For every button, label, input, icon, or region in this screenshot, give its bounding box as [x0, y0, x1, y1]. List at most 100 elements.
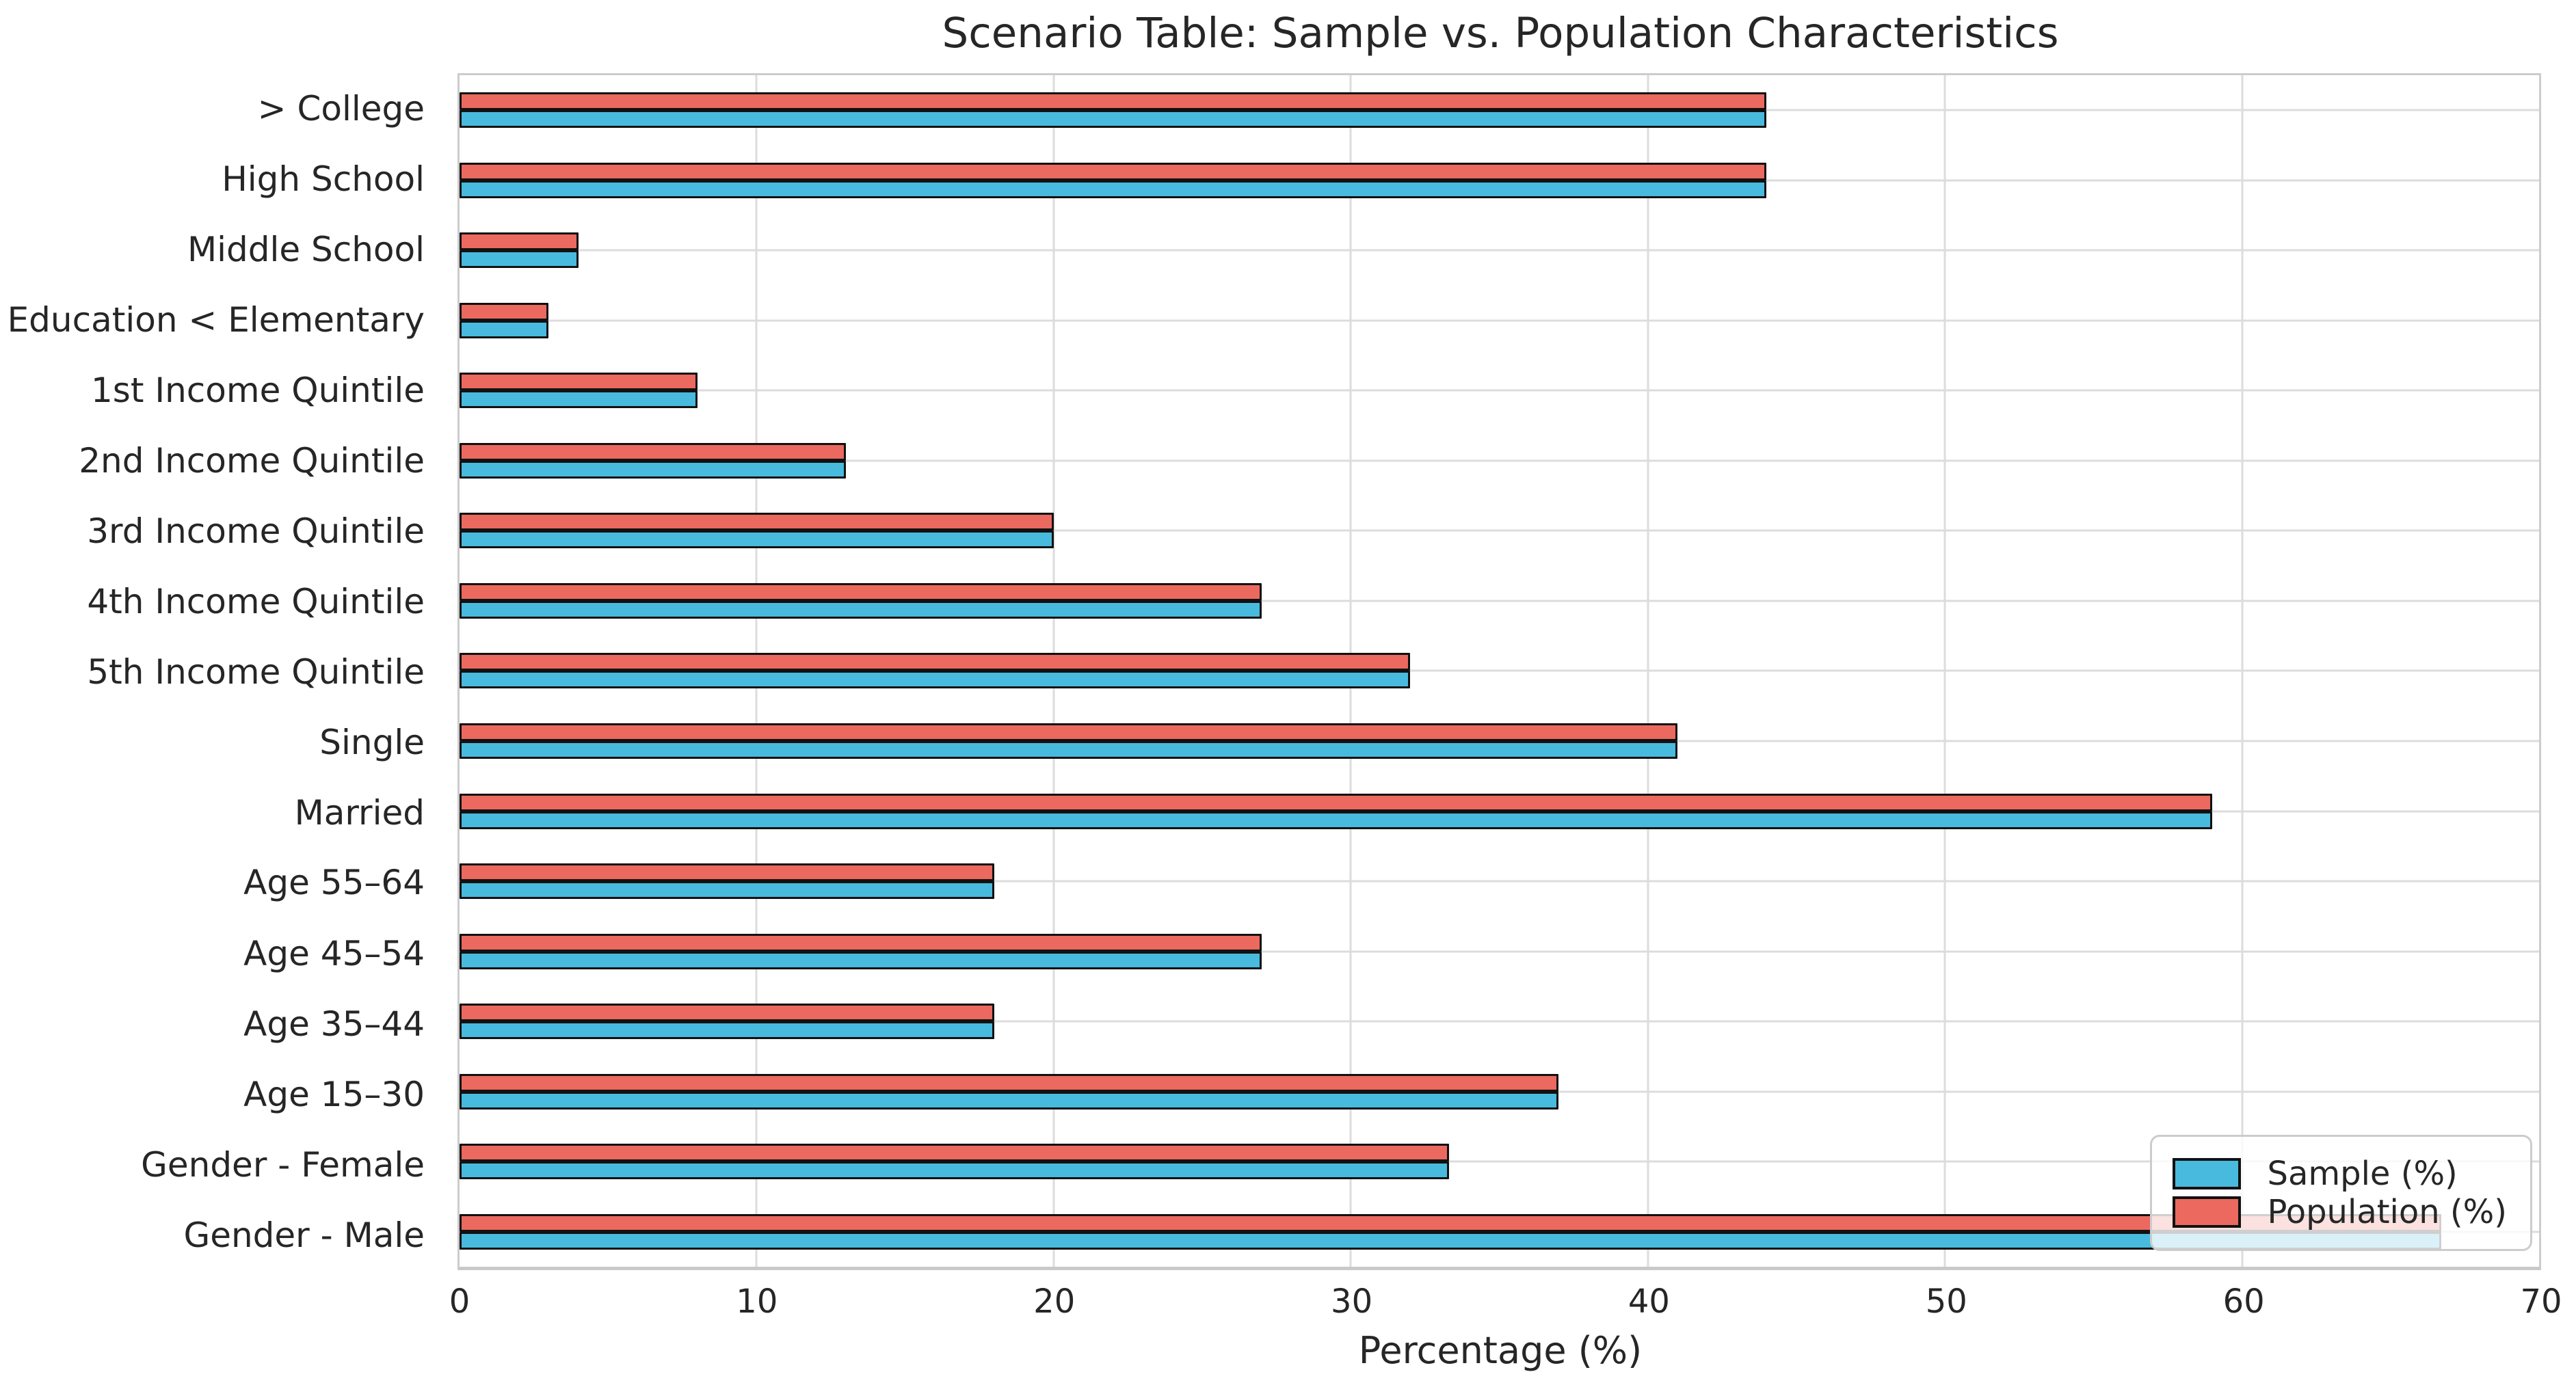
category-row	[460, 706, 2539, 777]
x-tick-label: 60	[2222, 1282, 2265, 1321]
x-tick-label: 0	[449, 1282, 470, 1321]
category-label: 2nd Income Quintile	[79, 440, 425, 481]
bar-population	[460, 863, 994, 882]
bar-sample	[460, 320, 549, 338]
bar-population	[460, 653, 1411, 671]
bar-pair	[460, 933, 2539, 969]
bar-population	[460, 373, 698, 391]
x-tick-label: 20	[1033, 1282, 1076, 1321]
bar-pair	[460, 653, 2539, 689]
bar-population	[460, 442, 846, 461]
bar-sample	[460, 951, 1262, 969]
bar-pair	[460, 232, 2539, 269]
legend: Sample (%) Population (%)	[2150, 1135, 2532, 1251]
bar-pair	[460, 513, 2539, 549]
bar-sample	[460, 110, 1767, 129]
y-gridline	[460, 669, 2539, 672]
legend-swatch	[2173, 1196, 2242, 1228]
category-label: 4th Income Quintile	[87, 581, 425, 621]
bar-pair	[460, 863, 2539, 900]
category-row	[460, 1196, 2539, 1267]
bar-population	[460, 162, 1767, 180]
y-gridline	[460, 880, 2539, 883]
category-row	[460, 776, 2539, 846]
bar-sample	[460, 250, 579, 269]
bar-sample	[460, 881, 994, 900]
y-gridline	[460, 249, 2539, 252]
category-label: 5th Income Quintile	[87, 651, 425, 692]
bar-sample	[460, 671, 1411, 689]
category-row	[460, 1056, 2539, 1127]
category-row	[460, 75, 2539, 146]
category-row	[460, 286, 2539, 356]
y-gridline	[460, 1020, 2539, 1023]
bar-pair	[460, 793, 2539, 829]
bar-sample	[460, 390, 698, 409]
bar-population	[460, 302, 549, 321]
category-label: > College	[257, 88, 425, 129]
category-row	[460, 636, 2539, 706]
category-row	[460, 846, 2539, 917]
category-row	[460, 566, 2539, 636]
bar-pair	[460, 442, 2539, 479]
bar-population	[460, 793, 2213, 811]
category-label: Education < Elementary	[7, 299, 425, 340]
y-gridline	[460, 319, 2539, 322]
y-axis-labels: > College High School Middle School Educati…	[0, 73, 441, 1270]
category-label: Age 55–64	[243, 863, 425, 903]
bar-population	[460, 232, 579, 251]
category-label: Middle School	[187, 229, 425, 269]
bar-population	[460, 723, 1678, 741]
category-label: Age 15–30	[243, 1074, 425, 1114]
x-tick-label: 70	[2520, 1282, 2562, 1321]
legend-swatch	[2173, 1158, 2242, 1189]
bar-sample	[460, 600, 1262, 619]
y-gridline	[460, 389, 2539, 392]
category-row	[460, 355, 2539, 426]
y-gridline	[460, 529, 2539, 532]
legend-entry: Sample (%)	[2173, 1155, 2507, 1193]
bar-sample	[460, 1091, 1559, 1110]
category-row	[460, 426, 2539, 496]
bar-pair	[460, 723, 2539, 759]
x-tick-label: 30	[1331, 1282, 1373, 1321]
category-row	[460, 916, 2539, 986]
bar-population	[460, 1144, 1449, 1162]
bar-sample	[460, 180, 1767, 198]
bar-population	[460, 513, 1054, 531]
category-label: 3rd Income Quintile	[87, 511, 425, 551]
y-gridline	[460, 950, 2539, 953]
bar-pair	[460, 373, 2539, 409]
category-label: Age 45–54	[243, 933, 425, 973]
bar-pair	[460, 1144, 2539, 1180]
legend-entry: Population (%)	[2173, 1193, 2507, 1231]
bar-pair	[460, 1004, 2539, 1040]
bar-population	[460, 1213, 2441, 1232]
y-gridline	[460, 600, 2539, 602]
bar-sample	[460, 1021, 994, 1040]
category-row	[460, 146, 2539, 216]
bar-population	[460, 933, 1262, 952]
category-label: Gender - Male	[183, 1215, 425, 1255]
bar-pair	[460, 162, 2539, 198]
x-tick-label: 40	[1628, 1282, 1670, 1321]
category-row	[460, 496, 2539, 566]
bar-population	[460, 92, 1767, 111]
bar-sample	[460, 460, 846, 479]
category-label: 1st Income Quintile	[90, 370, 425, 410]
x-tick-label: 50	[1925, 1282, 1967, 1321]
bar-sample	[460, 530, 1054, 549]
chart-title: Scenario Table: Sample vs. Population Ch…	[942, 9, 2059, 57]
category-label: Single	[319, 722, 425, 762]
y-gridline	[460, 1160, 2539, 1163]
category-label: Age 35–44	[243, 1004, 425, 1044]
bar-population	[460, 1004, 994, 1022]
bar-pair	[460, 92, 2539, 129]
category-label: Gender - Female	[141, 1144, 425, 1185]
bar-sample	[460, 1231, 2441, 1250]
bar-population	[460, 582, 1262, 601]
plot-area	[457, 73, 2541, 1270]
y-gridline	[460, 459, 2539, 462]
legend-entries: Sample (%) Population (%)	[2173, 1155, 2507, 1231]
